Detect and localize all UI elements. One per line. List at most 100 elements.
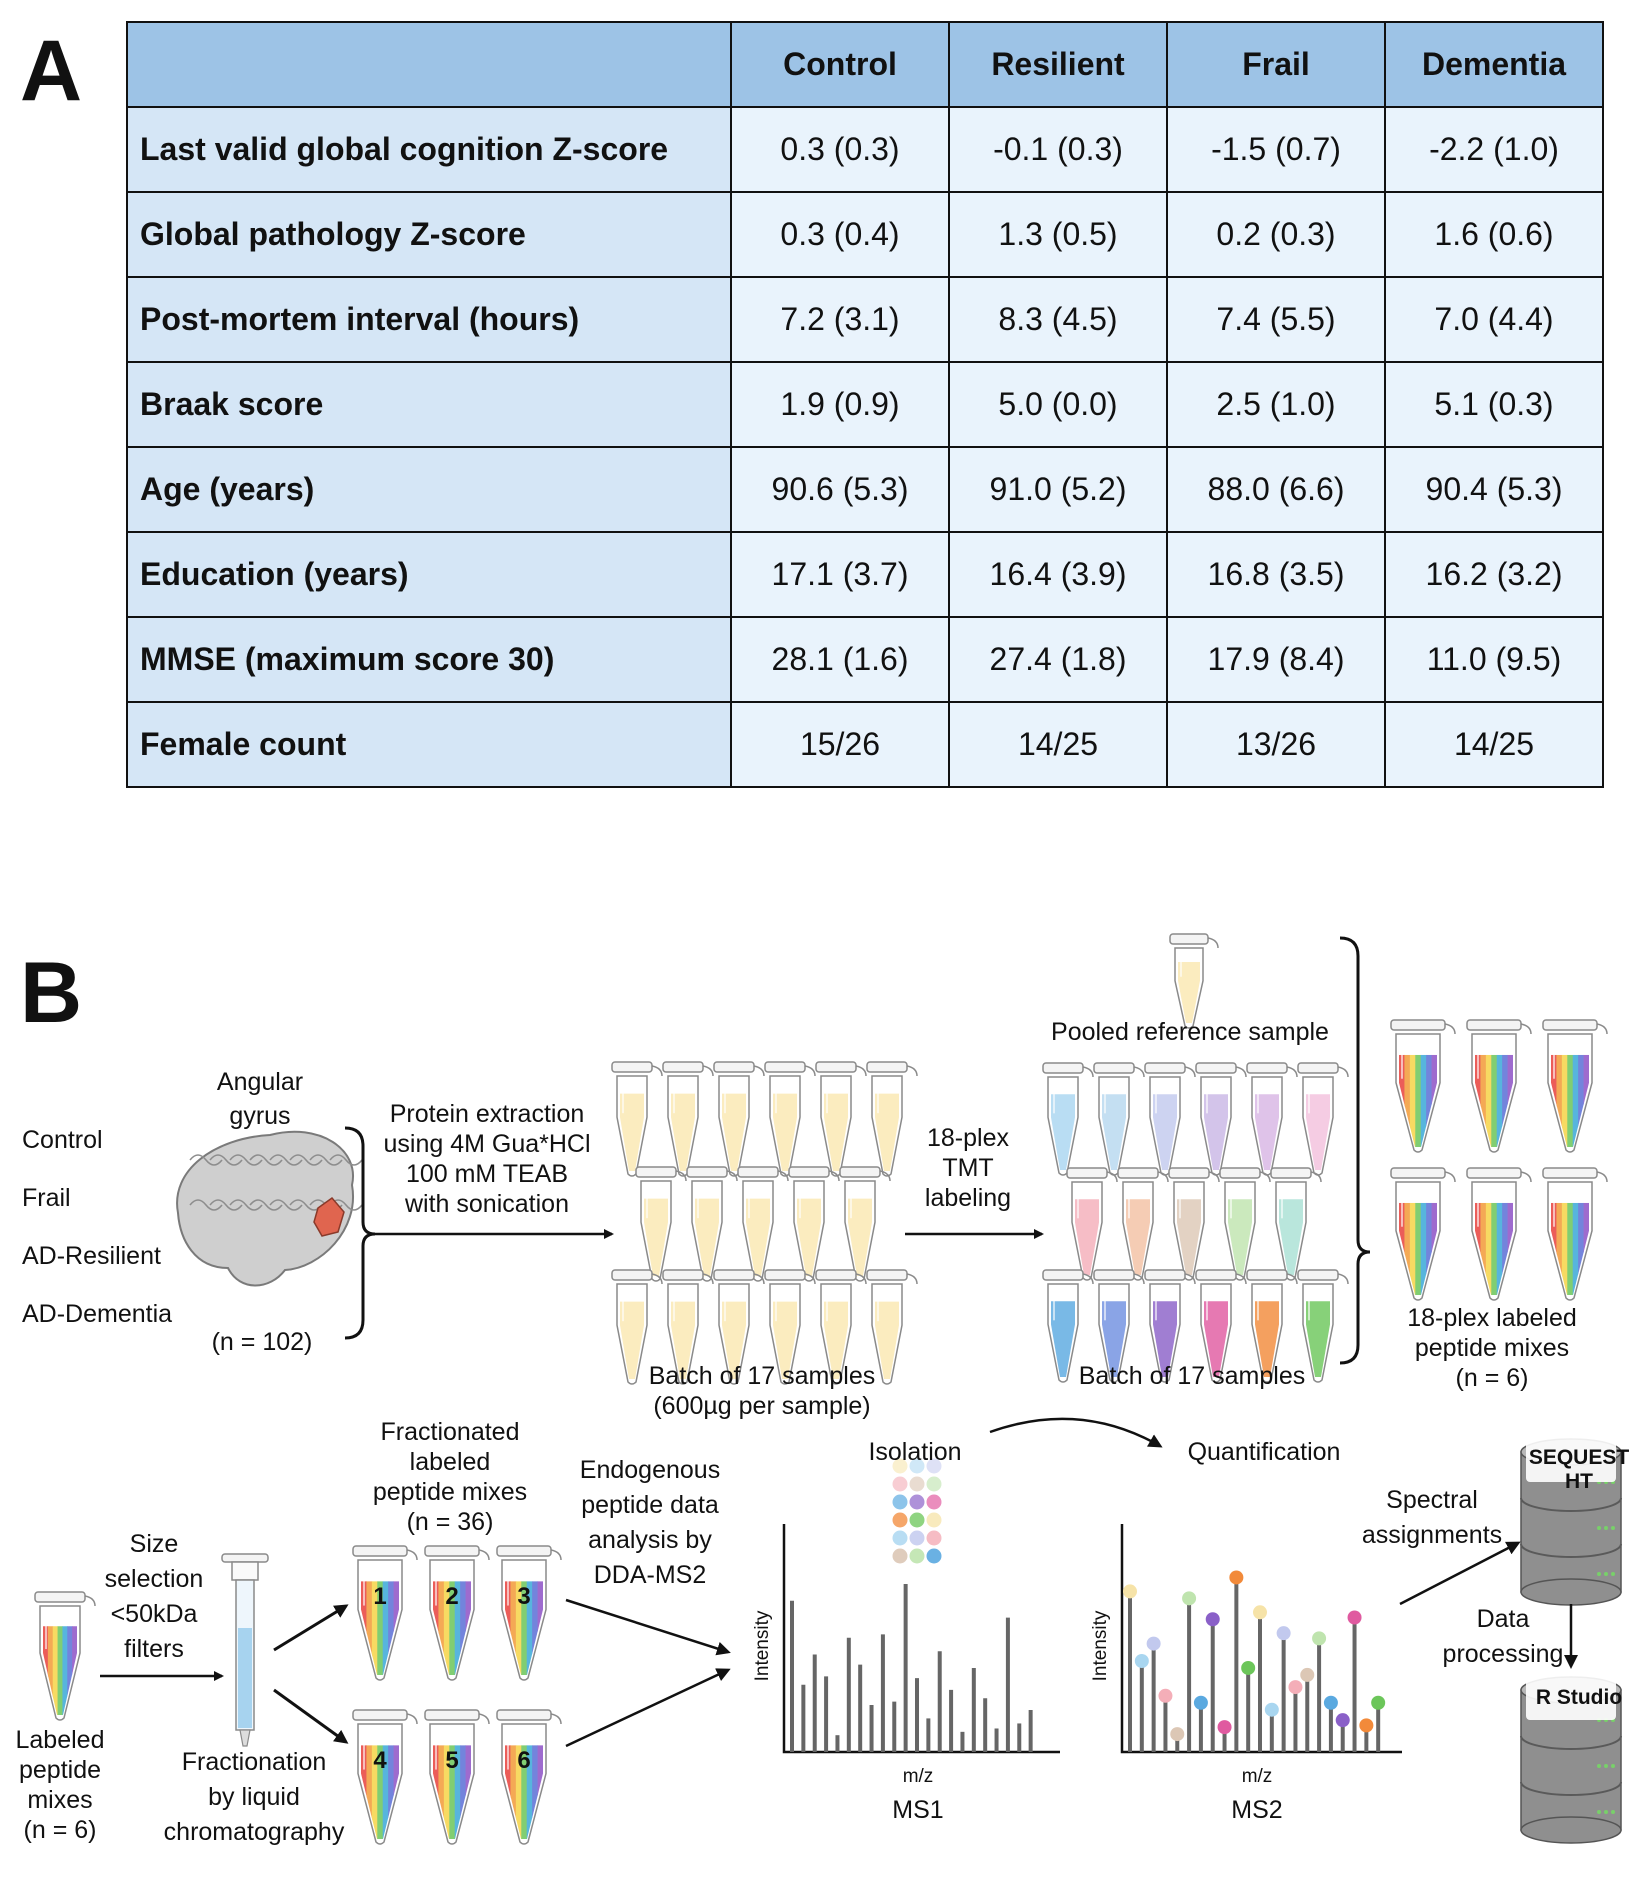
ms2-reporter-dot xyxy=(1253,1605,1267,1620)
to-ms-arrow-2 xyxy=(565,1668,731,1748)
tmt-tube xyxy=(1144,1269,1196,1383)
table-cell: 1.6 (0.6) xyxy=(1384,191,1604,278)
tmt-tube xyxy=(1219,1167,1271,1281)
data-processing-label: Data xyxy=(1477,1605,1530,1633)
sample-tube xyxy=(764,1061,816,1177)
table-cell: 16.4 (3.9) xyxy=(948,531,1168,618)
ms2-reporter-dot xyxy=(1323,1695,1338,1710)
table-cell: 27.4 (1.8) xyxy=(948,616,1168,703)
sample-tube xyxy=(815,1061,867,1177)
sample-tube xyxy=(611,1269,663,1385)
pooled-reference-tube xyxy=(1169,933,1219,1029)
rstudio-database xyxy=(1520,1676,1622,1844)
sample-tube xyxy=(839,1166,891,1282)
labeled-mixes-label: 18-plex labeled xyxy=(1407,1304,1577,1332)
table-cell: -0.1 (0.3) xyxy=(948,106,1168,193)
labeled-mix-tube xyxy=(1466,1019,1532,1153)
size-selection-label: <50kDa xyxy=(111,1600,198,1628)
to-ms-arrow-1 xyxy=(565,1598,731,1656)
ms2-reporter-dot xyxy=(1300,1667,1315,1682)
ms2-reporter-dot xyxy=(1264,1702,1279,1717)
fraction-arrow-up xyxy=(273,1604,349,1652)
sample-tube xyxy=(788,1166,840,1282)
table-cell: 0.2 (0.3) xyxy=(1166,191,1386,278)
labeled-mix-tube xyxy=(1390,1167,1456,1301)
sample-tube xyxy=(866,1061,918,1177)
table-cell: 7.2 (3.1) xyxy=(730,276,950,363)
spectral-label: assignments xyxy=(1362,1521,1502,1549)
fraction-tube xyxy=(352,1545,418,1681)
lc-column xyxy=(221,1553,269,1747)
table-cell: 0.3 (0.4) xyxy=(730,191,950,278)
tmt-tube xyxy=(1195,1062,1247,1176)
table-cell: -1.5 (0.7) xyxy=(1166,106,1386,193)
table-header-row: Control Resilient Frail Dementia xyxy=(126,21,1604,108)
table-row: Last valid global cognition Z-score 0.3 (… xyxy=(126,106,1604,193)
extraction-text: 100 mM TEAB xyxy=(406,1160,568,1188)
tmt-tube xyxy=(1066,1167,1118,1281)
tmt-label: labeling xyxy=(925,1184,1011,1212)
batch-caption: Batch of 17 samples xyxy=(649,1362,876,1390)
group-label: AD-Dementia xyxy=(22,1300,172,1328)
table-cell: 91.0 (5.2) xyxy=(948,446,1168,533)
spectral-arrow xyxy=(1399,1541,1521,1606)
fraction-tube xyxy=(496,1709,562,1845)
table-cell: 5.0 (0.0) xyxy=(948,361,1168,448)
dda-label: DDA-MS2 xyxy=(594,1561,707,1589)
cohort-table: Control Resilient Frail Dementia Last va… xyxy=(126,21,1604,788)
pooled-reference-label: Pooled reference sample xyxy=(1051,1018,1329,1046)
ms2-reporter-dot xyxy=(1335,1713,1350,1728)
group-label: Control xyxy=(22,1126,103,1154)
ms1-label: MS1 xyxy=(892,1796,943,1824)
ms2-reporter-dot xyxy=(1123,1584,1137,1599)
sequest-label: HT xyxy=(1565,1470,1593,1493)
labeled-mixes-label: (n = 6) xyxy=(1456,1364,1529,1392)
table-cell: 2.5 (1.0) xyxy=(1166,361,1386,448)
angular-gyrus-highlight xyxy=(313,1196,345,1237)
dda-label: Endogenous xyxy=(580,1456,720,1484)
row-label: MMSE (maximum score 30) xyxy=(126,616,732,703)
fractionated-label: Fractionated xyxy=(381,1418,520,1446)
tmt-tube xyxy=(1144,1062,1196,1176)
sequest-database xyxy=(1520,1438,1622,1606)
ms2-x-label: m/z xyxy=(1242,1766,1273,1787)
ms2-reporter-dot xyxy=(1312,1631,1327,1646)
labeled-mix-tube xyxy=(1390,1019,1456,1153)
fraction-arrow-down xyxy=(273,1688,349,1744)
tmt-tube xyxy=(1093,1269,1145,1383)
fraction-number: 6 xyxy=(517,1747,530,1774)
fraction-tube xyxy=(496,1545,562,1681)
sample-tube xyxy=(764,1269,816,1385)
tmt-tube xyxy=(1195,1269,1247,1383)
table-cell: 16.8 (3.5) xyxy=(1166,531,1386,618)
text-layer: 1 2 3 4 5 6 Control Frail AD-Resilient AD-Dementi… xyxy=(16,1018,1630,1846)
sample-tube xyxy=(815,1269,867,1385)
ms2-reporter-dot xyxy=(1229,1570,1244,1585)
isolation-label: Isolation xyxy=(868,1438,961,1466)
tmt-batch-caption: Batch of 17 samples xyxy=(1079,1362,1306,1390)
table-cell: 14/25 xyxy=(948,701,1168,788)
fraction-tube xyxy=(352,1709,418,1845)
table-cell: 1.3 (0.5) xyxy=(948,191,1168,278)
graphics-layer xyxy=(100,936,1622,1844)
labeled-mix-tube xyxy=(1542,1019,1608,1153)
fraction-tube xyxy=(424,1709,490,1845)
table-cell: 88.0 (6.6) xyxy=(1166,446,1386,533)
dda-label: peptide data xyxy=(581,1491,719,1519)
table-cell: 90.6 (5.3) xyxy=(730,446,950,533)
table-cell: 17.9 (8.4) xyxy=(1166,616,1386,703)
input-mixes-label: (n = 6) xyxy=(24,1816,97,1844)
ms2-reporter-dot xyxy=(1134,1654,1149,1668)
fraction-number: 3 xyxy=(517,1583,530,1610)
tmt-tube xyxy=(1168,1167,1220,1281)
table-cell: 7.0 (4.4) xyxy=(1384,276,1604,363)
data-processing-label: processing xyxy=(1443,1640,1564,1668)
ms2-reporter-dot xyxy=(1371,1695,1386,1710)
ms2-y-label: Intensity xyxy=(1090,1610,1111,1681)
isolation-dots xyxy=(892,1458,942,1564)
fractionation-label: by liquid xyxy=(208,1783,300,1811)
table-row: Female count 15/26 14/25 13/26 14/25 xyxy=(126,701,1604,788)
table-cell: 13/26 xyxy=(1166,701,1386,788)
sample-tube xyxy=(686,1166,738,1282)
sample-tube xyxy=(611,1061,663,1177)
